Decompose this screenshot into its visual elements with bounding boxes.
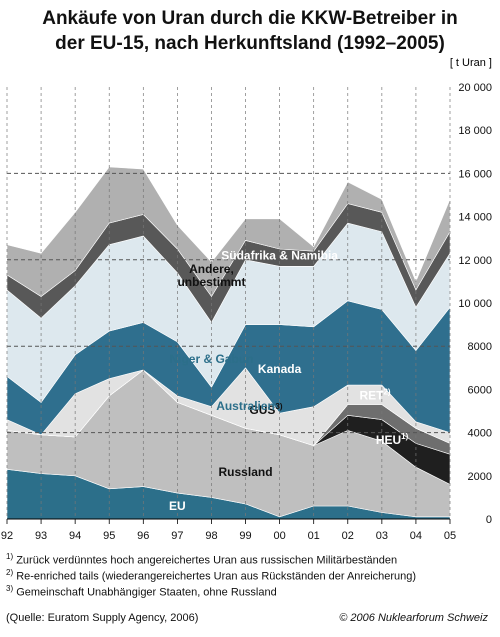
x-tick-label: 93 — [35, 530, 47, 542]
footnote-3-text: Gemeinschaft Unabhängiger Staaten, ohne … — [16, 586, 277, 599]
tick-labels: 92 93 94 95 96 97 98 99 00 01 02 03 04 05 0 2000 4000 600… — [1, 82, 492, 542]
y-tick-label: 8000 — [468, 341, 492, 353]
stacked-area-chart: 92 93 94 95 96 97 98 99 00 01 02 03 04 05 0 2000 4000 600… — [1, 57, 492, 542]
x-tick-label: 03 — [376, 530, 388, 542]
series-label: HEU1) — [376, 432, 409, 447]
y-tick-label: 10 000 — [458, 298, 492, 310]
title-line-1: Ankäufe von Uran durch die KKW-Betreiber… — [42, 8, 458, 29]
series-label-note: 1) — [401, 432, 408, 441]
area-layers — [6, 166, 451, 520]
series-label: Russland — [219, 465, 273, 479]
x-tick-label: 94 — [69, 530, 81, 542]
y-tick-label: 6000 — [468, 384, 492, 396]
x-tick-label: 02 — [342, 530, 354, 542]
y-tick-label: 4000 — [468, 428, 492, 440]
x-tick-label: 96 — [137, 530, 149, 542]
title-line-2: der EU-15, nach Herkunftsland (1992–2005… — [55, 33, 445, 54]
y-unit-label: [ t Uran ] — [450, 57, 492, 69]
footnote-1: 1) Zurück verdünntes hoch angereichertes… — [6, 552, 397, 567]
x-tick-label: 00 — [273, 530, 285, 542]
footnote-3-mark: 3) — [6, 584, 14, 593]
x-tick-label: 98 — [205, 530, 217, 542]
footnote-1-text: Zurück verdünntes hoch angereichertes Ur… — [16, 554, 398, 567]
y-tick-label: 18 000 — [458, 125, 492, 137]
series-label: Australien — [216, 399, 275, 413]
chart-title: Ankäufe von Uran durch die KKW-Betreiber… — [0, 6, 500, 56]
copyright-note: © 2006 Nuklearforum Schweiz — [339, 612, 488, 624]
y-tick-label: 0 — [486, 514, 492, 526]
footnote-2: 2) Re-enriched tails (wiederangereichert… — [6, 568, 416, 583]
footnote-2-mark: 2) — [6, 568, 14, 577]
x-tick-label: 04 — [410, 530, 422, 542]
x-tick-label: 05 — [444, 530, 456, 542]
series-label: unbestimmt — [177, 275, 245, 289]
series-label: Südafrika & Namibia — [221, 249, 338, 263]
series-label: GUS3) — [249, 402, 282, 417]
x-tick-label: 95 — [103, 530, 115, 542]
series-label: Andere, — [189, 262, 234, 276]
series-label: Niger & Gabun — [169, 352, 253, 366]
source-note: (Quelle: Euratom Supply Agency, 2006) — [6, 612, 199, 624]
footnote-1-mark: 1) — [6, 552, 14, 561]
footnote-2-text: Re-enriched tails (wiederangereichertes … — [16, 570, 417, 583]
series-labels: EU Russland HEU1) RET2) GUS3)Australien Kanad… — [169, 249, 409, 513]
x-tick-label: 92 — [1, 530, 13, 542]
y-tick-label: 16 000 — [458, 168, 492, 180]
y-tick-label: 2000 — [468, 471, 492, 483]
x-tick-label: 97 — [171, 530, 183, 542]
series-label: Kanada — [258, 362, 302, 376]
x-tick-label: 01 — [308, 530, 320, 542]
series-label: RET2) — [359, 388, 390, 403]
y-tick-label: 14 000 — [458, 212, 492, 224]
x-tick-label: 99 — [239, 530, 251, 542]
series-label-note: 2) — [383, 388, 390, 397]
y-tick-label: 12 000 — [458, 255, 492, 267]
series-label-note: 3) — [275, 402, 282, 411]
grid-lines — [6, 87, 451, 519]
y-tick-label: 20 000 — [458, 82, 492, 94]
footnote-3: 3) Gemeinschaft Unabhängiger Staaten, oh… — [6, 584, 277, 599]
series-label: EU — [169, 499, 186, 513]
